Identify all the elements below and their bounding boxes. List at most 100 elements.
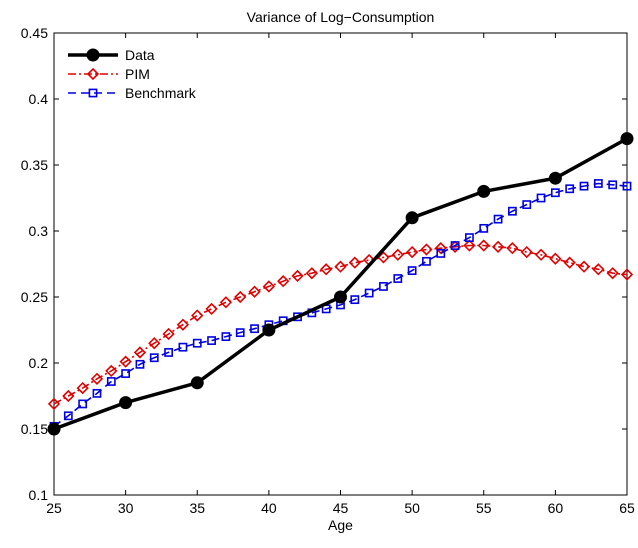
data-point-benchmark: [192, 338, 202, 348]
data-point-pim: [434, 242, 447, 255]
data-point-pim: [477, 239, 490, 252]
x-tick-label: 25: [46, 500, 62, 516]
data-point-benchmark: [106, 377, 116, 386]
data-point-benchmark: [507, 206, 517, 216]
data-point-pim: [119, 355, 132, 368]
series-data: [47, 132, 634, 436]
data-point-pim: [105, 364, 118, 378]
series-line-data: [53, 137, 628, 431]
data-point-benchmark: [393, 274, 403, 283]
x-tick-label: 30: [118, 500, 134, 516]
data-point-benchmark: [379, 282, 388, 291]
legend-marker-benchmark: [88, 88, 98, 98]
data-point-benchmark: [479, 223, 489, 233]
legend-marker-pim: [86, 67, 100, 81]
data-point-pim: [90, 372, 104, 385]
data-point-benchmark: [135, 359, 145, 369]
series-pim: [47, 239, 634, 411]
y-tick-label: 0.4: [29, 91, 49, 107]
data-point-pim: [520, 245, 533, 259]
data-point-data: [405, 211, 419, 225]
data-point-data: [548, 171, 562, 185]
y-tick-label: 0.1: [29, 487, 49, 503]
data-point-benchmark: [422, 256, 431, 266]
data-point-pim: [320, 263, 333, 276]
data-point-pim: [549, 252, 562, 265]
data-point-benchmark: [78, 399, 88, 409]
data-point-pim: [162, 327, 175, 341]
data-point-pim: [76, 381, 89, 395]
data-point-benchmark: [550, 188, 560, 198]
data-point-pim: [420, 243, 433, 256]
legend-item-pim: PIM: [68, 66, 150, 82]
y-tick-label: 0.3: [29, 223, 49, 239]
y-tick-label: 0.2: [29, 355, 49, 371]
legend-item-data: Data: [68, 47, 155, 63]
data-point-benchmark: [593, 179, 603, 188]
data-point-pim: [148, 337, 161, 350]
data-point-pim: [262, 280, 276, 293]
x-tick-label: 60: [548, 500, 564, 516]
series-line-pim: [53, 244, 628, 405]
data-point-benchmark: [608, 180, 618, 190]
data-point-data: [477, 184, 491, 198]
data-point-pim: [534, 248, 548, 261]
data-point-benchmark: [465, 233, 474, 242]
legend-label-data: Data: [125, 47, 155, 63]
data-point-pim: [334, 260, 347, 273]
x-tick-label: 40: [261, 500, 277, 516]
data-point-benchmark: [178, 342, 188, 352]
data-point-benchmark: [121, 369, 131, 378]
data-point-pim: [305, 267, 318, 280]
data-point-pim: [506, 242, 519, 255]
data-point-pim: [219, 296, 233, 309]
series-line-benchmark: [53, 182, 628, 428]
data-point-pim: [563, 256, 576, 269]
data-point-data: [47, 422, 61, 436]
data-point-pim: [391, 248, 404, 261]
legend-label-pim: PIM: [125, 66, 150, 82]
data-point-data: [334, 290, 347, 304]
y-tick-label: 0.45: [21, 25, 48, 41]
x-tick-label: 65: [619, 500, 635, 516]
data-point-data: [262, 323, 276, 337]
data-point-benchmark: [536, 193, 546, 203]
data-point-benchmark: [579, 181, 589, 191]
data-point-benchmark: [407, 266, 417, 275]
data-point-benchmark: [207, 336, 216, 345]
data-point-benchmark: [622, 181, 632, 191]
data-point-benchmark: [221, 332, 231, 341]
data-point-benchmark: [63, 411, 73, 421]
data-point-data: [620, 132, 634, 146]
data-point-benchmark: [522, 200, 532, 209]
data-point-pim: [620, 268, 634, 281]
data-point-pim: [491, 240, 505, 253]
axis-ticks: 25 30 35 40 45 50 55 60 65 0.1 0.15 0.2 0.25 0.3 0.35 0…: [21, 25, 635, 516]
data-point-pim: [205, 302, 218, 316]
data-point-pim: [592, 263, 605, 276]
data-point-data: [190, 376, 204, 390]
y-tick-label: 0.25: [21, 289, 48, 305]
data-point-pim: [291, 269, 304, 283]
series-benchmark: [49, 179, 632, 431]
plot-frame: [53, 32, 628, 496]
data-point-benchmark: [436, 249, 446, 258]
x-tick-label: 50: [404, 500, 420, 516]
data-point-pim: [577, 260, 591, 273]
data-point-benchmark: [250, 324, 259, 334]
x-axis-label: Age: [328, 517, 353, 533]
x-tick-label: 55: [476, 500, 492, 516]
data-point-pim: [62, 389, 75, 403]
data-point-pim: [191, 309, 204, 322]
data-point-pim: [176, 318, 190, 331]
series-layer: [47, 132, 634, 436]
data-point-pim: [277, 275, 290, 288]
legend: Data PIM Benchmark: [68, 47, 197, 101]
data-point-benchmark: [364, 288, 374, 298]
y-tick-label: 0.35: [21, 157, 48, 173]
legend-label-benchmark: Benchmark: [125, 85, 197, 101]
data-point-benchmark: [350, 295, 360, 305]
data-point-benchmark: [164, 348, 173, 357]
